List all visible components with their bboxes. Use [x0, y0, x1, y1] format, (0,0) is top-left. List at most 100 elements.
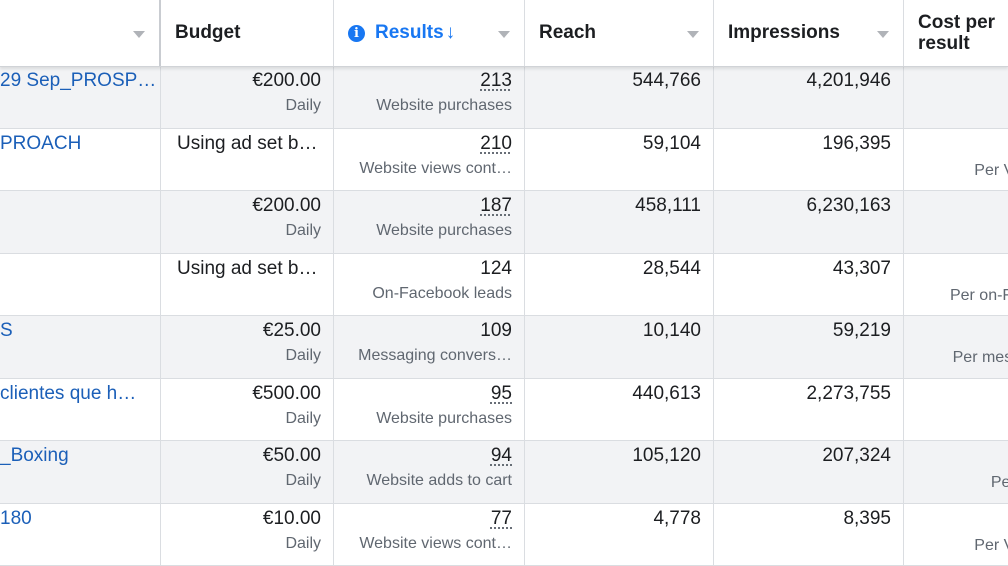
- campaign-name-link[interactable]: 180: [0, 508, 32, 530]
- impressions-cell: 196,395: [714, 129, 904, 191]
- budget-type: Daily: [285, 97, 321, 115]
- reach-value: 4,778: [653, 508, 701, 530]
- budget-cell[interactable]: €500.00 Daily: [161, 379, 334, 441]
- budget-type: Daily: [285, 347, 321, 365]
- reach-value: 10,140: [643, 320, 701, 342]
- table-row[interactable]: €200.00 Daily 187 Website purchases 458,…: [0, 191, 1008, 254]
- table-row[interactable]: Using ad set b… 124 On-Facebook leads 28…: [0, 254, 1008, 317]
- table-row[interactable]: _Boxing €50.00 Daily 94 Website adds to …: [0, 441, 1008, 504]
- results-cell: 94 Website adds to cart: [334, 441, 525, 503]
- impressions-value: 207,324: [822, 445, 891, 467]
- impressions-cell: 2,273,755: [714, 379, 904, 441]
- campaign-name-cell: 29 Sep_PROSP…: [0, 66, 161, 128]
- reach-value: 458,111: [635, 195, 701, 217]
- results-value[interactable]: 210: [480, 133, 512, 155]
- cost-per-result-label: Per Ac: [991, 472, 1008, 493]
- budget-cell[interactable]: €200.00 Daily: [161, 191, 334, 253]
- campaign-name-cell: 180: [0, 504, 161, 566]
- campaign-name-cell: PROACH: [0, 129, 161, 191]
- results-value[interactable]: 94: [491, 445, 512, 467]
- results-value[interactable]: 95: [491, 383, 512, 405]
- column-header-cost-per-result[interactable]: Cost per result: [904, 0, 1008, 66]
- results-value[interactable]: 109: [480, 320, 512, 342]
- cost-per-result-cell: Per messag: [904, 316, 1008, 378]
- impressions-cell: 207,324: [714, 441, 904, 503]
- budget-type: Daily: [285, 222, 321, 240]
- result-type: Website purchases: [376, 222, 512, 240]
- budget-cell[interactable]: €50.00 Daily: [161, 441, 334, 503]
- impressions-cell: 59,219: [714, 316, 904, 378]
- reach-value: 28,544: [643, 258, 701, 280]
- cost-per-result-cell: Per: [904, 379, 1008, 441]
- reach-cell: 440,613: [525, 379, 714, 441]
- column-header-results[interactable]: i Results ↓: [334, 0, 525, 66]
- campaign-name-link[interactable]: clientes que h…: [0, 383, 136, 405]
- impressions-value: 2,273,755: [806, 383, 891, 405]
- reach-cell: 4,778: [525, 504, 714, 566]
- reach-value: 105,120: [632, 445, 701, 467]
- table-row[interactable]: S €25.00 Daily 109 Messaging convers… 10…: [0, 316, 1008, 379]
- budget-cell[interactable]: €200.00 Daily: [161, 66, 334, 128]
- reach-value: 59,104: [643, 133, 701, 155]
- impressions-value: 59,219: [833, 320, 891, 342]
- campaign-name-cell: [0, 254, 161, 316]
- column-header-name[interactable]: [0, 0, 161, 66]
- budget-value: €50.00: [263, 445, 321, 467]
- results-value[interactable]: 124: [480, 258, 512, 280]
- cost-per-result-cell: Per View: [904, 504, 1008, 566]
- result-type: Website purchases: [376, 97, 512, 115]
- cost-per-result-label: Per messag: [953, 347, 1008, 368]
- chevron-down-icon[interactable]: [498, 31, 510, 38]
- budget-cell[interactable]: €10.00 Daily: [161, 504, 334, 566]
- table-row[interactable]: 29 Sep_PROSP… €200.00 Daily 213 Website …: [0, 66, 1008, 129]
- budget-cell[interactable]: Using ad set b…: [161, 254, 334, 316]
- sort-descending-icon: ↓: [446, 22, 456, 44]
- result-type: Website purchases: [376, 410, 512, 428]
- campaign-name-link[interactable]: _Boxing: [0, 445, 69, 467]
- chevron-down-icon[interactable]: [687, 31, 699, 38]
- column-header-budget[interactable]: Budget: [161, 0, 334, 66]
- chevron-down-icon[interactable]: [133, 31, 145, 38]
- result-type: Website views cont…: [359, 535, 512, 553]
- budget-cell[interactable]: €25.00 Daily: [161, 316, 334, 378]
- impressions-cell: 4,201,946: [714, 66, 904, 128]
- budget-value: €10.00: [263, 508, 321, 530]
- budget-value: Using ad set b…: [177, 133, 317, 155]
- table-row[interactable]: PROACH Using ad set b… 210 Website views…: [0, 129, 1008, 192]
- info-icon[interactable]: i: [348, 25, 365, 42]
- reach-cell: 28,544: [525, 254, 714, 316]
- results-cell: 213 Website purchases: [334, 66, 525, 128]
- reach-cell: 458,111: [525, 191, 714, 253]
- table-row[interactable]: 180 €10.00 Daily 77 Website views cont… …: [0, 504, 1008, 566]
- impressions-value: 196,395: [822, 133, 891, 155]
- reach-cell: 59,104: [525, 129, 714, 191]
- results-cell: 124 On-Facebook leads: [334, 254, 525, 316]
- budget-type: Daily: [285, 472, 321, 490]
- results-value[interactable]: 77: [491, 508, 512, 530]
- budget-value: €200.00: [252, 70, 321, 92]
- table-body: 29 Sep_PROSP… €200.00 Daily 213 Website …: [0, 66, 1008, 566]
- column-header-reach[interactable]: Reach: [525, 0, 714, 66]
- impressions-cell: 6,230,163: [714, 191, 904, 253]
- result-type: Website views cont…: [359, 160, 512, 178]
- impressions-value: 6,230,163: [806, 195, 891, 217]
- campaign-name-link[interactable]: 29 Sep_PROSP…: [0, 70, 156, 92]
- campaign-name-link[interactable]: S: [0, 320, 13, 342]
- table-row[interactable]: clientes que h… €500.00 Daily 95 Website…: [0, 379, 1008, 442]
- column-header-impressions[interactable]: Impressions: [714, 0, 904, 66]
- campaign-name-link[interactable]: PROACH: [0, 133, 81, 155]
- budget-value: €200.00: [252, 195, 321, 217]
- results-cell: 77 Website views cont…: [334, 504, 525, 566]
- budget-type: Daily: [285, 410, 321, 428]
- reach-value: 440,613: [632, 383, 701, 405]
- cost-per-result-label: Per View: [974, 535, 1008, 556]
- impressions-cell: 8,395: [714, 504, 904, 566]
- chevron-down-icon[interactable]: [877, 31, 889, 38]
- results-value[interactable]: 187: [480, 195, 512, 217]
- cost-per-result-cell: Per on-Face: [904, 254, 1008, 316]
- cost-per-result-cell: Per: [904, 191, 1008, 253]
- results-value[interactable]: 213: [480, 70, 512, 92]
- budget-cell[interactable]: Using ad set b…: [161, 129, 334, 191]
- results-cell: 187 Website purchases: [334, 191, 525, 253]
- reach-value: 544,766: [632, 70, 701, 92]
